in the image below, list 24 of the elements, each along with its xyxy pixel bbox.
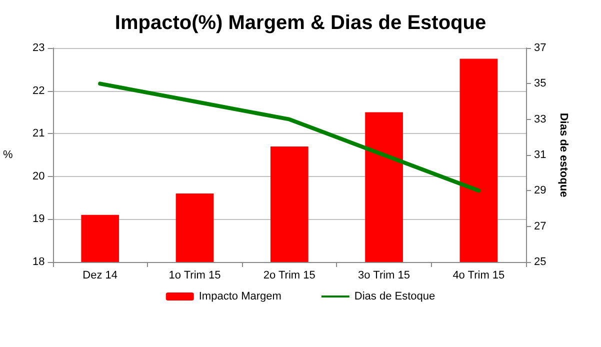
- x-tick-label: 3o Trim 15: [358, 270, 410, 282]
- chart-title: Impacto(%) Margem & Dias de Estoque: [114, 12, 486, 34]
- y2-tick-label: 25: [534, 256, 546, 268]
- legend-label: Dias de Estoque: [354, 290, 436, 302]
- y-tick-label: 23: [32, 42, 45, 54]
- legend-label: Impacto Margem: [198, 290, 282, 302]
- y-tick-label: 21: [32, 128, 45, 140]
- y-tick-label: 22: [32, 84, 45, 97]
- y2-tick-label: 31: [534, 149, 546, 161]
- y2-tick-label: 27: [534, 220, 546, 232]
- x-tick-label: 4o Trim 15: [452, 270, 505, 282]
- y2-axis-title: Dias de estoque: [558, 112, 570, 198]
- y2-tick-label: 29: [534, 184, 546, 197]
- y-tick-label: 19: [32, 213, 45, 226]
- y2-tick-label: 37: [534, 42, 546, 54]
- x-tick-label: 2o Trim 15: [263, 270, 316, 282]
- x-tick-label: Dez 14: [82, 270, 118, 282]
- y2-tick-label: 33: [534, 113, 546, 126]
- y-axis-title: %: [3, 149, 13, 161]
- x-tick-label: 1o Trim 15: [168, 270, 221, 282]
- y-tick-label: 18: [32, 256, 45, 268]
- line-series: [98, 82, 481, 193]
- y-tick-label: 20: [32, 170, 45, 182]
- y2-tick-label: 35: [534, 78, 546, 90]
